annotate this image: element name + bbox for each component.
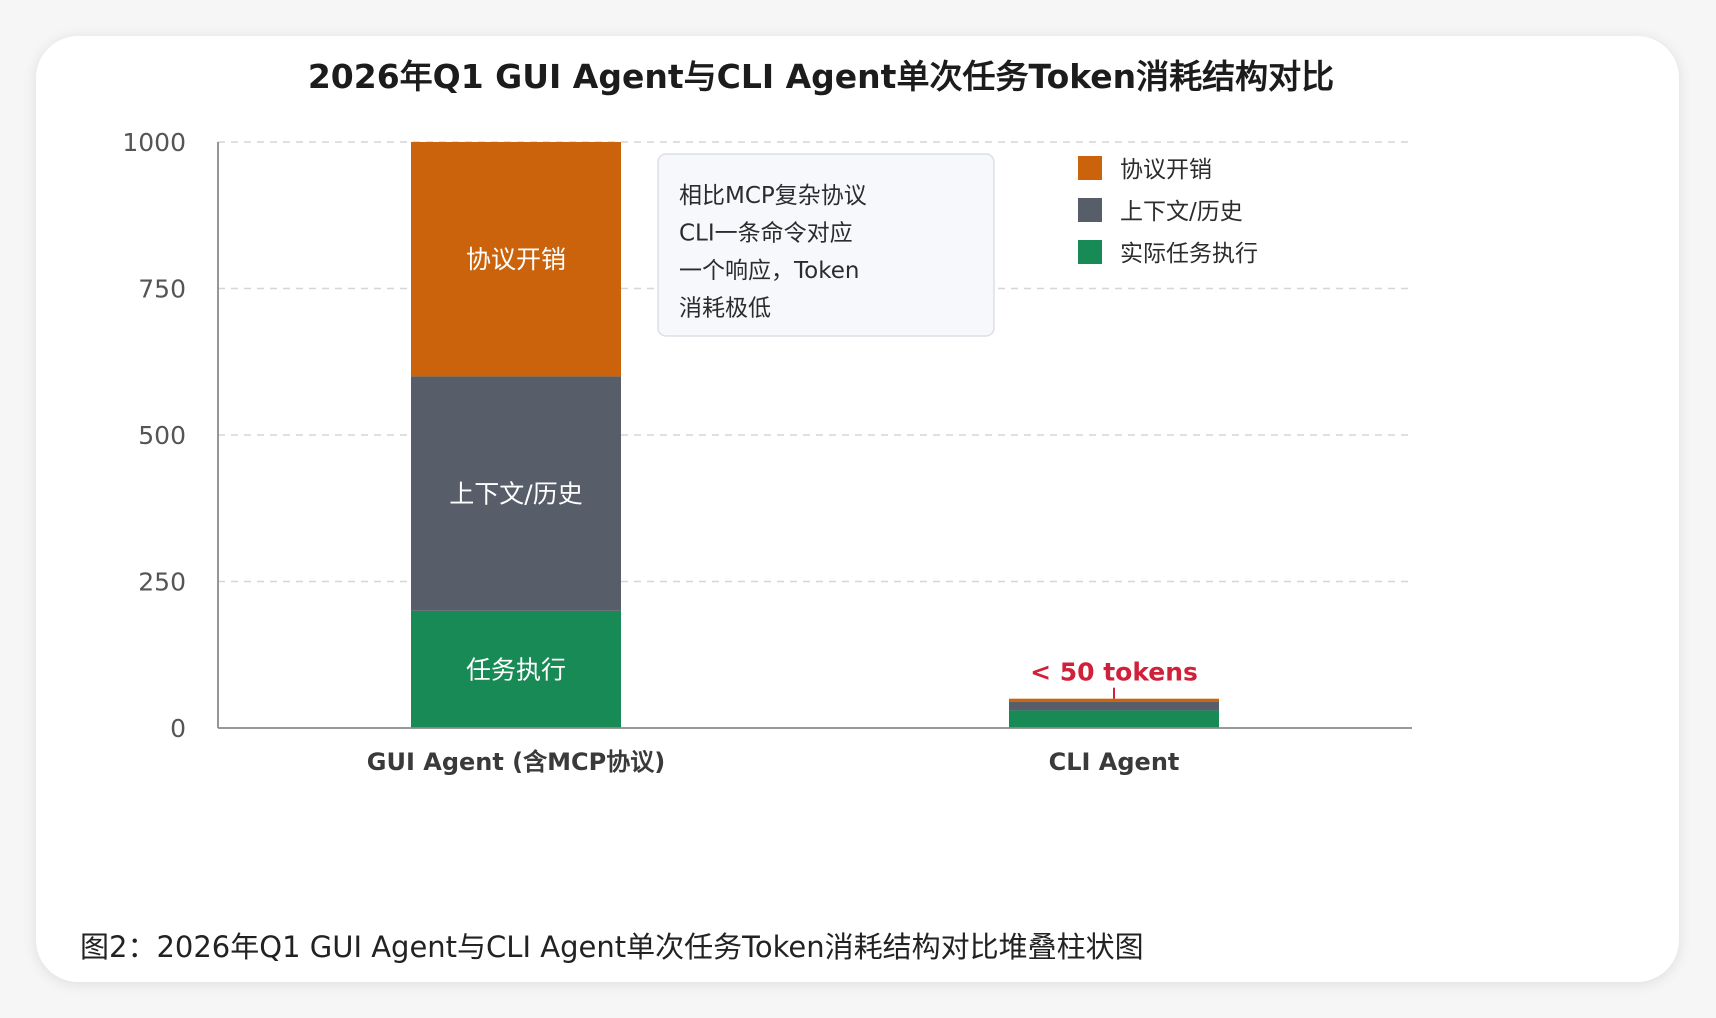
y-tick-label: 1000 [122, 128, 186, 157]
legend-swatch [1078, 156, 1102, 180]
x-tick-label: CLI Agent [1049, 748, 1180, 776]
bar-segment [411, 142, 621, 377]
legend-swatch [1078, 240, 1102, 264]
legend-label: 上下文/历史 [1120, 199, 1243, 225]
note-line: 相比MCP复杂协议 [679, 183, 867, 209]
legend-label: 实际任务执行 [1120, 241, 1258, 267]
note-line: 一个响应，Token [679, 258, 859, 284]
chart-card: 2026年Q1 GUI Agent与CLI Agent单次任务Token消耗结构… [36, 36, 1679, 982]
y-tick-label: 250 [138, 568, 186, 597]
x-tick-label: GUI Agent (含MCP协议) [367, 748, 665, 776]
bar-segment [1009, 698, 1219, 702]
legend-swatch [1078, 198, 1102, 222]
bar-segment [411, 376, 621, 611]
annotation-label: < 50 tokens [1030, 658, 1198, 687]
segment-label: 上下文/历史 [449, 480, 582, 509]
y-tick-label: 0 [170, 714, 186, 743]
y-tick-label: 500 [138, 421, 186, 450]
figure-caption: 图2：2026年Q1 GUI Agent与CLI Agent单次任务Token消… [80, 930, 1144, 964]
note-line: 消耗极低 [679, 296, 771, 322]
segment-label: 任务执行 [466, 655, 566, 684]
note-box [657, 153, 995, 337]
stacked-bar-chart: 2026年Q1 GUI Agent与CLI Agent单次任务Token消耗结构… [122, 57, 1412, 776]
chart-title: 2026年Q1 GUI Agent与CLI Agent单次任务Token消耗结构… [308, 57, 1334, 96]
bar-segment [1009, 710, 1219, 728]
segment-label: 协议开销 [466, 245, 566, 274]
bar-segment [1009, 701, 1219, 711]
legend-label: 协议开销 [1120, 157, 1212, 183]
note-line: CLI一条命令对应 [679, 221, 853, 247]
bar-segment [411, 610, 621, 728]
y-tick-label: 750 [138, 275, 186, 304]
